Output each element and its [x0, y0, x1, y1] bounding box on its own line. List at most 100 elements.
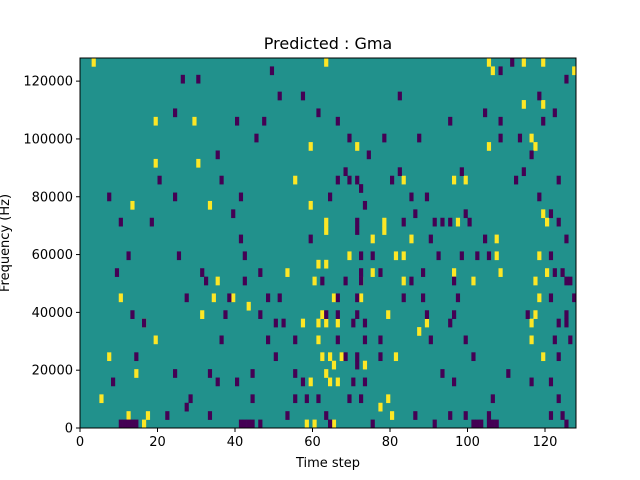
heatmap-cell-high — [142, 419, 147, 429]
heatmap-cell-low — [467, 217, 472, 227]
heatmap-cell-high — [490, 66, 495, 76]
heatmap-cell-low — [281, 318, 286, 328]
heatmap-cell-low — [428, 234, 433, 244]
heatmap-cell-low — [510, 58, 515, 67]
heatmap-cell-low — [452, 377, 457, 387]
heatmap-cell-high — [126, 411, 131, 420]
heatmap-cell-high — [99, 394, 104, 404]
heatmap-cell-low — [219, 175, 224, 185]
heatmap-cell-low — [316, 394, 321, 404]
heatmap-cell-high — [91, 58, 96, 67]
heatmap-cell-high — [401, 175, 406, 185]
heatmap-cell-high — [312, 276, 317, 286]
x-tick-label: 40 — [227, 435, 244, 450]
heatmap-cell-low — [459, 251, 464, 261]
heatmap-cell-low — [564, 234, 569, 244]
heatmap-cell-low — [366, 150, 371, 160]
heatmap-cell-low — [479, 419, 484, 429]
heatmap-cell-low — [560, 268, 565, 277]
heatmap-cell-low — [149, 217, 154, 227]
heatmap-cell-low — [335, 293, 340, 303]
heatmap-cell-low — [428, 335, 433, 345]
heatmap-cell-low — [455, 293, 461, 303]
x-tick-label: 120 — [533, 435, 558, 450]
heatmap-cell-low — [548, 209, 554, 219]
heatmap-cell-low — [300, 377, 306, 387]
heatmap-cell-high — [409, 234, 414, 244]
heatmap-background — [80, 58, 576, 428]
heatmap-cell-low — [564, 74, 569, 84]
heatmap-cell-low — [258, 419, 263, 429]
heatmap-cell-low — [525, 310, 530, 319]
x-axis: 0 20 40 60 80 100 120 — [76, 428, 558, 450]
heatmap-cell-low — [300, 91, 306, 101]
heatmap-cell-low — [273, 318, 278, 328]
heatmap-cell-low — [204, 276, 209, 286]
heatmap-cell-high — [200, 310, 205, 319]
heatmap-cell-high — [386, 394, 391, 404]
heatmap-cell-low — [235, 377, 240, 387]
plot-frame — [79, 57, 577, 429]
heatmap-cell-low — [235, 116, 240, 126]
heatmap-cell-low — [180, 74, 185, 84]
heatmap-cell-low — [335, 175, 340, 185]
heatmap-cell-high — [359, 293, 364, 303]
heatmap-cell-low — [568, 276, 573, 286]
heatmap-cell-high — [393, 251, 399, 261]
heatmap-cells — [91, 58, 577, 429]
heatmap-cell-high — [370, 268, 375, 277]
heatmap-cell-low — [277, 91, 282, 101]
heatmap-cell-low — [409, 276, 414, 286]
heatmap-cell-low — [424, 192, 430, 202]
heatmap-cell-low — [254, 133, 259, 143]
heatmap-cell-low — [498, 133, 503, 143]
heatmap-cell-low — [490, 419, 495, 429]
heatmap-cell-low — [215, 377, 220, 387]
heatmap-cell-low — [370, 419, 375, 429]
heatmap-cell-low — [498, 116, 503, 126]
heatmap-cell-low — [215, 150, 220, 160]
heatmap-cell-low — [564, 419, 569, 429]
heatmap-cell-high — [572, 66, 577, 76]
heatmap-cell-low — [362, 335, 368, 345]
heatmap-cell-low — [421, 293, 426, 303]
heatmap-cell-high — [153, 335, 158, 345]
heatmap-cell-high — [153, 158, 158, 168]
heatmap-cell-low — [273, 352, 278, 362]
heatmap-cell-high — [153, 116, 158, 126]
heatmap-cell-low — [320, 276, 325, 286]
heatmap-cell-low — [564, 318, 569, 328]
heatmap-cell-high — [335, 318, 340, 328]
heatmap-cell-low — [238, 234, 244, 244]
heatmap-cell-low — [200, 268, 205, 277]
heatmap-cell-low — [359, 276, 364, 286]
heatmap-cell-high — [463, 175, 468, 185]
heatmap-cell-low — [436, 251, 441, 261]
heatmap-cell-high — [196, 158, 201, 168]
heatmap-cell-low — [134, 352, 139, 362]
heatmap-cell-low — [409, 192, 414, 202]
heatmap-cell-high — [215, 276, 220, 286]
heatmap-cell-low — [370, 251, 375, 261]
heatmap-cell-high — [541, 100, 546, 109]
heatmap-cell-high — [401, 251, 406, 261]
heatmap-cell-high — [417, 327, 422, 336]
heatmap-cell-high — [192, 116, 197, 126]
heatmap-cell-high — [335, 377, 340, 387]
heatmap-cell-low — [328, 419, 333, 429]
heatmap-cell-high — [533, 276, 538, 286]
heatmap-cell-low — [227, 293, 232, 303]
heatmap-cell-low — [176, 251, 182, 261]
heatmap-cell-low — [343, 352, 348, 362]
heatmap-cell-low — [316, 108, 321, 118]
heatmap-cell-high — [386, 310, 391, 319]
heatmap-cell-high — [324, 217, 329, 227]
heatmap-cell-low — [293, 335, 298, 345]
heatmap-cell-low — [355, 226, 360, 235]
y-tick-label: 40000 — [32, 306, 73, 321]
heatmap-cell-low — [401, 217, 406, 227]
heatmap-cell-low — [529, 150, 534, 160]
heatmap-cell-low — [521, 167, 526, 177]
heatmap-cell-low — [184, 402, 189, 412]
heatmap-cell-low — [537, 91, 542, 101]
